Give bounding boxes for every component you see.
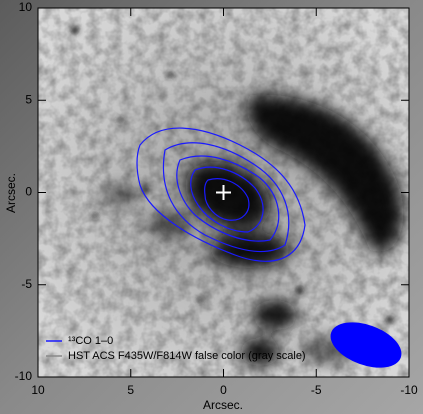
x-tick-label: 5 — [127, 383, 134, 397]
x-axis-label: Arcsec. — [203, 398, 243, 412]
x-tick-label: 0 — [220, 383, 227, 397]
x-tick-label: -10 — [400, 383, 418, 397]
legend-label: HST ACS F435W/F814W false color (gray sc… — [68, 350, 306, 362]
y-tick-label: 10 — [19, 0, 33, 14]
x-tick-label: -5 — [311, 383, 322, 397]
legend-label: ¹³CO 1–0 — [68, 335, 113, 347]
x-tick-label: 10 — [31, 383, 45, 397]
y-tick-label: -10 — [15, 369, 33, 383]
y-tick-label: 0 — [25, 185, 32, 199]
y-tick-label: -5 — [21, 277, 32, 291]
chart: Arcsec. Arcsec. 10 5 0 -5 -10 -10 -5 0 5 10 ¹³CO 1… — [0, 0, 423, 414]
y-axis-label: Arcsec. — [4, 173, 18, 213]
image — [38, 8, 409, 377]
y-tick-label: 5 — [25, 92, 32, 106]
